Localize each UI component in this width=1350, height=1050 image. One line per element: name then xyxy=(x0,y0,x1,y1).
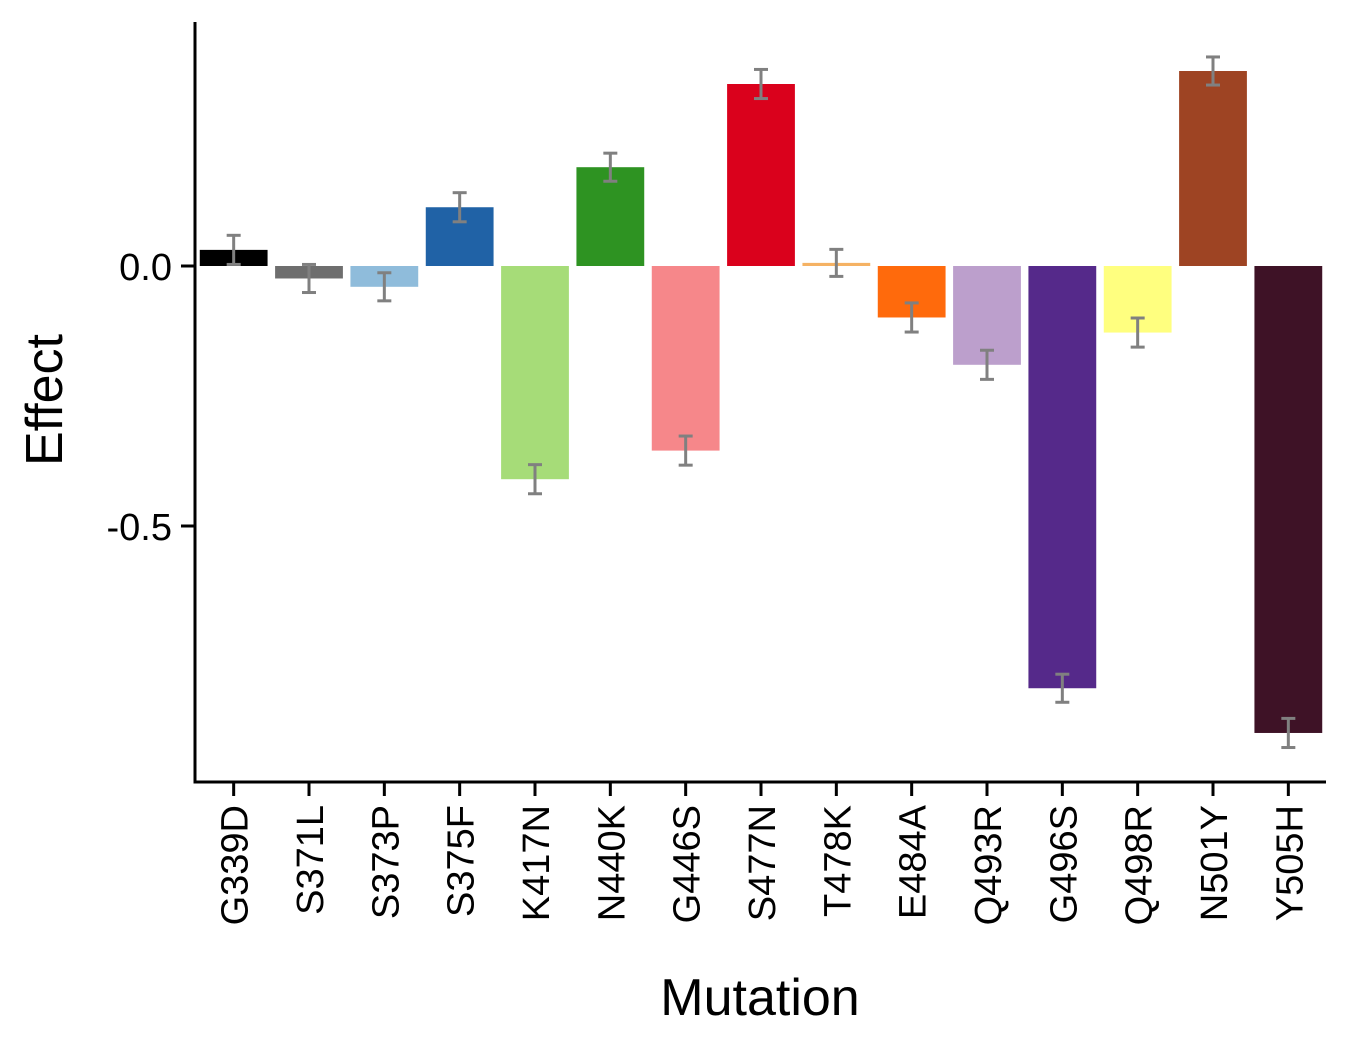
x-tick-label-g446s: G446S xyxy=(667,805,709,923)
error-bar-q493r xyxy=(980,348,994,381)
x-tick-label-q493r: Q493R xyxy=(968,805,1010,925)
error-bar-s375f xyxy=(452,191,467,224)
error-bars-group xyxy=(226,55,1296,750)
error-bar-n501y xyxy=(1206,55,1220,87)
bar-k417n xyxy=(501,266,569,480)
error-bar-t478k xyxy=(829,247,844,278)
y-ticks-group: 0.0 -0.5 xyxy=(107,247,195,549)
x-axis-title: Mutation xyxy=(660,969,859,1027)
bar-g446s xyxy=(651,266,720,451)
x-tick-label-e484a: E484A xyxy=(893,804,935,919)
x-tick-label-n440k: N440K xyxy=(591,805,633,921)
y-tick-label: 0.0 xyxy=(119,247,172,289)
error-bar-k417n xyxy=(528,463,542,496)
bar-q493r xyxy=(953,266,1021,365)
y-axis-title: Effect xyxy=(16,333,74,466)
error-bar-s373p xyxy=(377,271,392,303)
error-bar-y505h xyxy=(1281,716,1296,750)
error-bar-q498r xyxy=(1130,316,1145,349)
error-bar-e484a xyxy=(904,301,919,334)
error-bar-g496s xyxy=(1055,672,1070,704)
x-tick-label-s477n: S477N xyxy=(742,805,784,921)
x-tick-label-g496s: G496S xyxy=(1043,805,1085,923)
error-bar-g339d xyxy=(226,233,241,266)
x-tick-label-s373p: S373P xyxy=(365,805,407,919)
bars-group xyxy=(199,71,1323,733)
x-tick-label-g339d: G339D xyxy=(215,805,257,925)
error-bar-n440k xyxy=(603,151,618,183)
bar-n501y xyxy=(1179,71,1247,266)
x-tick-label-q498r: Q498R xyxy=(1119,805,1161,925)
bar-n440k xyxy=(576,167,645,266)
x-tick-label-s375f: S375F xyxy=(441,805,483,917)
x-tick-label-s371l: S371L xyxy=(290,805,332,915)
error-bar-g446s xyxy=(678,434,693,467)
error-bar-s477n xyxy=(754,67,768,101)
x-tick-label-y505h: Y505H xyxy=(1269,805,1311,921)
bar-g496s xyxy=(1028,266,1097,689)
x-tick-label-k417n: K417N xyxy=(516,805,558,921)
bar-y505h xyxy=(1254,266,1323,733)
error-bar-s371l xyxy=(302,262,316,295)
x-ticks-group: G339D S371L S373P S375F K417N N440K G446S S477N… xyxy=(215,782,1311,925)
y-tick-label: -0.5 xyxy=(107,507,172,549)
x-tick-label-n501y: N501Y xyxy=(1194,805,1236,921)
bar-s477n xyxy=(727,84,795,266)
x-tick-label-t478k: T478K xyxy=(817,805,859,917)
